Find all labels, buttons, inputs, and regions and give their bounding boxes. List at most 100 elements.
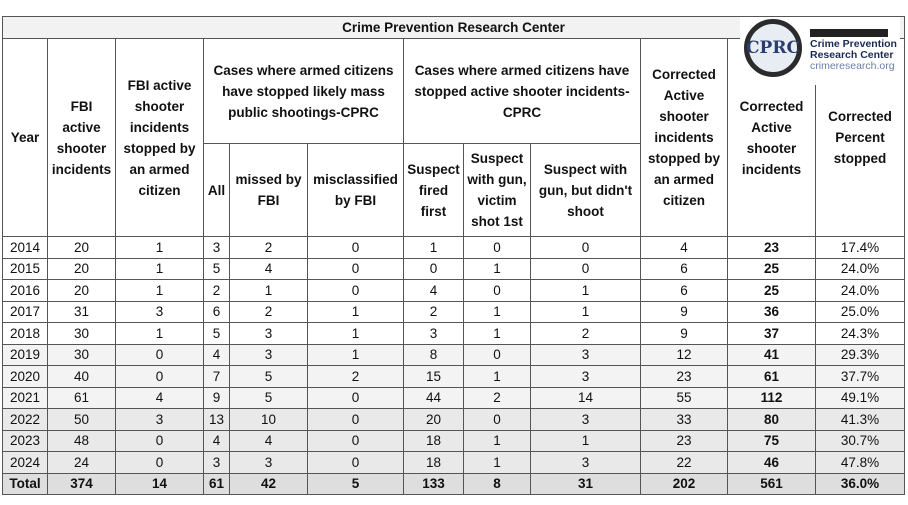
table-cell: 1: [307, 343, 404, 366]
table-cell: 14: [530, 386, 641, 409]
table-cell: 30.7%: [814, 429, 906, 452]
table-cell: 0: [463, 343, 531, 366]
row-label: 2022: [2, 408, 48, 431]
logo-name: Crime Prevention: [810, 38, 897, 50]
table-cell: 3: [229, 343, 308, 366]
table-cell: 4: [115, 386, 204, 409]
table-cell: 12: [640, 343, 728, 366]
table-cell: 0: [463, 279, 531, 302]
table-cell: 0: [307, 279, 404, 302]
table-cell: 8: [463, 472, 531, 495]
table-cell: 0: [307, 408, 404, 431]
header: FBI active shooter incidents stopped by …: [115, 38, 204, 237]
row-label: 2020: [2, 365, 48, 388]
header: Corrected Active shooter incidents stopp…: [640, 38, 728, 237]
table-cell: 5: [229, 386, 308, 409]
table-cell: 10: [229, 408, 308, 431]
table-cell: 30: [47, 343, 116, 366]
table-cell: 20: [403, 408, 464, 431]
table-cell: 1: [229, 279, 308, 302]
table-cell: 20: [47, 236, 116, 259]
table-cell: 4: [203, 343, 230, 366]
table-row: 2021 61 4 9 5 0 44 2 14 55 112 49.1%: [2, 386, 906, 409]
logo-url: crimeresearch.org: [810, 60, 895, 72]
table-cell: 1: [307, 300, 404, 323]
table-cell: 1: [115, 322, 204, 345]
table-cell: 48: [47, 429, 116, 452]
table-cell: 4: [403, 279, 464, 302]
table-cell: 20: [47, 279, 116, 302]
table-cell: 61: [47, 386, 116, 409]
table-row: 2020 40 0 7 5 2 15 1 3 23 61 37.7%: [2, 365, 906, 388]
table-cell: 3: [530, 365, 641, 388]
table-row: 2019 30 0 4 3 1 8 0 3 12 41 29.3%: [2, 343, 906, 366]
table-cell: 18: [403, 429, 464, 452]
table-cell: 3: [115, 300, 204, 323]
table-cell: 5: [307, 472, 404, 495]
table-cell: 46: [727, 451, 816, 474]
table-cell: 3: [229, 451, 308, 474]
logo-name: Research Center: [810, 49, 894, 61]
table-row: 2014 20 1 3 2 0 1 0 0 4 23 17.4%: [2, 236, 906, 259]
table-cell: 1: [115, 236, 204, 259]
table-cell: 2: [403, 300, 464, 323]
table-cell: 9: [640, 300, 728, 323]
group-header: Cases where armed citizens have stopped …: [403, 38, 641, 144]
table-cell: 9: [640, 322, 728, 345]
table-cell: 1: [463, 451, 531, 474]
logo-bar: [810, 29, 888, 37]
table-cell: 1: [403, 236, 464, 259]
table-cell: 41.3%: [814, 408, 906, 431]
table-cell: 37.7%: [814, 365, 906, 388]
header: FBI active shooter incidents: [47, 38, 116, 237]
table-row: 2022 50 3 13 10 0 20 0 3 33 80 41.3%: [2, 408, 906, 431]
table-cell: 61: [727, 365, 816, 388]
table-cell: 6: [203, 300, 230, 323]
table-cell: 29.3%: [814, 343, 906, 366]
table-cell: 80: [727, 408, 816, 431]
table-cell: 33: [640, 408, 728, 431]
table-cell: 0: [463, 236, 531, 259]
table-cell: 5: [229, 365, 308, 388]
table-cell: 374: [47, 472, 116, 495]
row-label: Total: [2, 472, 48, 495]
row-label: 2016: [2, 279, 48, 302]
table-cell: 0: [115, 365, 204, 388]
table-cell: 47.8%: [814, 451, 906, 474]
table-cell: 7: [203, 365, 230, 388]
logo-mark: CPRC: [744, 19, 802, 77]
table-cell: 133: [403, 472, 464, 495]
table-row: 2016 20 1 2 1 0 4 0 1 6 25 24.0%: [2, 279, 906, 302]
table-cell: 15: [403, 365, 464, 388]
data-table: Crime Prevention Research Center Year FB…: [1, 16, 906, 495]
table-cell: 2: [463, 386, 531, 409]
table-cell: 25.0%: [814, 300, 906, 323]
table-cell: 31: [530, 472, 641, 495]
header: misclassified by FBI: [307, 143, 404, 237]
table-cell: 24.0%: [814, 279, 906, 302]
logo-text: Crime Prevention Research Center crimere…: [810, 39, 897, 72]
table-cell: 3: [403, 322, 464, 345]
table-cell: 42: [229, 472, 308, 495]
table-cell: 2: [229, 300, 308, 323]
table-cell: 23: [727, 236, 816, 259]
row-label: 2024: [2, 451, 48, 474]
table-cell: 75: [727, 429, 816, 452]
row-label: 2019: [2, 343, 48, 366]
table-cell: 24.0%: [814, 257, 906, 280]
table-cell: 0: [307, 386, 404, 409]
table-cell: 0: [115, 343, 204, 366]
table-cell: 1: [463, 365, 531, 388]
table-cell: 112: [727, 386, 816, 409]
table-cell: 31: [47, 300, 116, 323]
table-cell: 0: [115, 451, 204, 474]
table-cell: 6: [640, 279, 728, 302]
table-cell: 41: [727, 343, 816, 366]
table-row: Total 374 14 61 42 5 133 8 31 202 561 36.0%: [2, 472, 906, 495]
table-cell: 2: [203, 279, 230, 302]
table-cell: 24: [47, 451, 116, 474]
table-cell: 1: [115, 257, 204, 280]
table-row: 2024 24 0 3 3 0 18 1 3 22 46 47.8%: [2, 451, 906, 474]
table-cell: 3: [115, 408, 204, 431]
table-cell: 0: [307, 429, 404, 452]
